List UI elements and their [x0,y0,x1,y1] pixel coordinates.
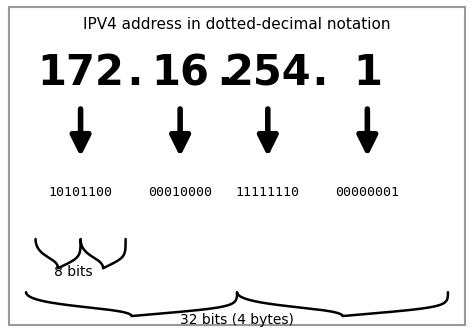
Text: 00010000: 00010000 [148,186,212,199]
Text: 00000001: 00000001 [335,186,400,199]
Text: .: . [113,52,157,94]
Text: 172: 172 [37,52,124,94]
Text: .: . [203,52,247,94]
Text: 11111110: 11111110 [236,186,300,199]
Text: 254: 254 [225,52,311,94]
Text: 8 bits: 8 bits [54,265,93,279]
Text: 32 bits (4 bytes): 32 bits (4 bytes) [180,313,294,327]
Text: 1: 1 [353,52,382,94]
Text: 10101100: 10101100 [48,186,113,199]
Text: 16: 16 [151,52,209,94]
Text: .: . [298,52,342,94]
Text: IPV4 address in dotted-decimal notation: IPV4 address in dotted-decimal notation [83,17,391,32]
